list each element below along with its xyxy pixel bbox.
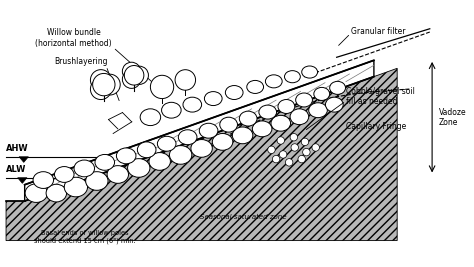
Ellipse shape	[199, 123, 218, 138]
Circle shape	[91, 79, 111, 100]
Ellipse shape	[25, 184, 47, 202]
Text: ALW: ALW	[6, 165, 27, 174]
Ellipse shape	[225, 85, 243, 100]
Text: AHW: AHW	[6, 144, 28, 153]
Circle shape	[277, 137, 284, 144]
Ellipse shape	[259, 105, 277, 119]
Circle shape	[298, 155, 305, 163]
Polygon shape	[6, 68, 397, 241]
Ellipse shape	[329, 81, 346, 95]
Ellipse shape	[204, 92, 222, 105]
Text: Seasonal saturated zone: Seasonal saturated zone	[201, 214, 287, 220]
Ellipse shape	[309, 103, 328, 118]
Circle shape	[122, 62, 141, 80]
Polygon shape	[25, 60, 374, 201]
Ellipse shape	[149, 153, 171, 170]
Circle shape	[301, 138, 309, 146]
Ellipse shape	[95, 154, 115, 170]
Circle shape	[124, 65, 144, 85]
Ellipse shape	[33, 172, 54, 189]
Polygon shape	[18, 178, 27, 183]
Ellipse shape	[178, 130, 197, 145]
Ellipse shape	[232, 127, 253, 144]
Text: Willow bundle
(horizontal method): Willow bundle (horizontal method)	[35, 28, 112, 48]
Polygon shape	[19, 157, 28, 162]
Ellipse shape	[326, 97, 343, 112]
Ellipse shape	[314, 87, 329, 100]
Circle shape	[122, 70, 141, 88]
Ellipse shape	[86, 172, 108, 190]
Ellipse shape	[252, 121, 272, 137]
Circle shape	[312, 144, 319, 151]
Ellipse shape	[271, 115, 291, 131]
Ellipse shape	[55, 167, 74, 182]
Circle shape	[130, 66, 148, 84]
Ellipse shape	[220, 117, 237, 132]
Circle shape	[175, 70, 196, 90]
Ellipse shape	[191, 140, 212, 157]
Circle shape	[91, 70, 111, 91]
Ellipse shape	[296, 93, 312, 107]
Text: Basal ends of willow poles
should extend 15 cm (6") min.: Basal ends of willow poles should extend…	[35, 230, 136, 244]
Text: Brushlayering: Brushlayering	[54, 57, 107, 66]
Ellipse shape	[183, 97, 201, 112]
Ellipse shape	[247, 80, 264, 93]
Ellipse shape	[157, 136, 176, 151]
Text: Capillary Fringe: Capillary Fringe	[346, 122, 406, 131]
Circle shape	[303, 148, 310, 156]
Text: Granular filter: Granular filter	[351, 26, 405, 36]
Ellipse shape	[290, 109, 309, 125]
Ellipse shape	[117, 148, 136, 164]
Ellipse shape	[162, 102, 181, 118]
Ellipse shape	[302, 66, 318, 78]
Ellipse shape	[74, 160, 94, 177]
Circle shape	[273, 155, 280, 163]
Ellipse shape	[64, 177, 88, 197]
Ellipse shape	[239, 111, 257, 126]
Ellipse shape	[140, 109, 161, 125]
Circle shape	[285, 159, 293, 166]
Circle shape	[290, 134, 298, 141]
Ellipse shape	[107, 166, 128, 183]
Circle shape	[279, 151, 287, 158]
Ellipse shape	[137, 142, 156, 158]
Ellipse shape	[170, 146, 192, 164]
Ellipse shape	[212, 134, 233, 150]
Circle shape	[291, 144, 299, 151]
Ellipse shape	[278, 100, 295, 113]
Circle shape	[92, 73, 115, 96]
Circle shape	[150, 75, 173, 99]
Ellipse shape	[46, 184, 66, 202]
Ellipse shape	[128, 159, 150, 177]
Ellipse shape	[284, 71, 301, 83]
Ellipse shape	[265, 75, 282, 88]
Circle shape	[100, 74, 120, 95]
Text: Cobble/gravel soil
fill as needed: Cobble/gravel soil fill as needed	[346, 87, 415, 106]
Circle shape	[268, 146, 275, 154]
Text: Vadoze
Zone: Vadoze Zone	[439, 108, 467, 127]
